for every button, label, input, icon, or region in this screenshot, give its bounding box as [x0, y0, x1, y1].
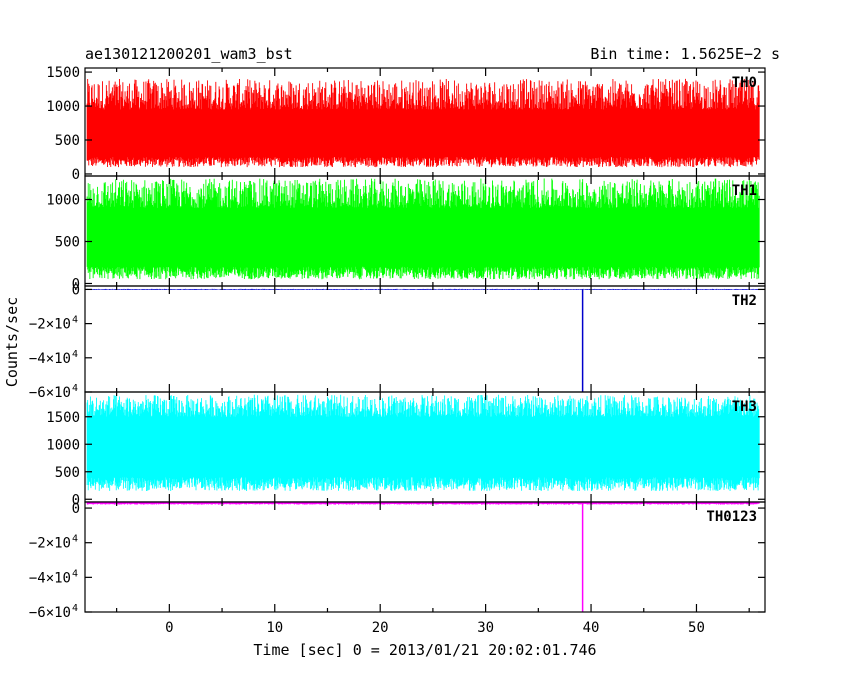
ytick-exp-th0123-2: 4	[72, 568, 78, 579]
chart-title-left: ae130121200201_wam3_bst	[85, 45, 293, 63]
xtick-label-4: 40	[583, 620, 600, 636]
ytick-label-th3-3: 1500	[46, 410, 80, 426]
panel-name-th2: TH2	[732, 293, 757, 309]
panel-frame-th2	[84, 285, 766, 393]
ytick-exp-th0123-1: 4	[72, 534, 78, 545]
panel-th0: 0 500 1000 1500 TH0	[46, 65, 766, 183]
ytick-label-th1-1: 500	[55, 234, 80, 250]
ytick-label-th0-3: 1500	[46, 65, 80, 81]
panel-name-th3: TH3	[732, 399, 757, 415]
series-th1	[86, 178, 760, 280]
ytick-label-th0123-0: 0	[72, 501, 80, 517]
ytick-label-th0123-2: −4×10	[29, 570, 71, 586]
ytick-label-th1-2: 1000	[46, 193, 80, 209]
xtick-label-0: 0	[165, 620, 173, 636]
ytick-exp-th0123-3: 4	[72, 603, 78, 614]
y-axis-label: Counts/sec	[3, 297, 21, 387]
ytick-label-th3-0: 0	[72, 492, 80, 508]
ytick-label-th2-3: −6×10	[29, 385, 71, 401]
ytick-label-th2-2: −4×10	[29, 351, 71, 367]
panel-name-th1: TH1	[732, 183, 757, 199]
series-th0	[86, 78, 760, 168]
panel-name-th0123: TH0123	[706, 509, 757, 525]
ytick-label-th2-1: −2×10	[29, 317, 71, 333]
ytick-exp-th2-2: 4	[72, 349, 78, 360]
ytick-label-th1-0: 0	[72, 276, 80, 292]
xtick-label-1: 10	[266, 620, 283, 636]
panel-name-th0: TH0	[732, 75, 757, 91]
x-axis-label: Time [sec] 0 = 2013/01/21 20:02:01.746	[253, 641, 596, 659]
ytick-label-th0-1: 500	[55, 133, 80, 149]
ytick-exp-th2-3: 4	[72, 383, 78, 394]
ytick-label-th0-2: 1000	[46, 99, 80, 115]
ytick-exp-th2-1: 4	[72, 315, 78, 326]
ytick-label-th2-0: 0	[72, 282, 80, 298]
series-th0123	[86, 502, 760, 505]
panel-frame-th0123	[84, 501, 766, 613]
panel-th1: 0 500 1000 TH1	[46, 175, 766, 292]
series-th3	[86, 394, 760, 491]
ytick-label-th0123-1: −2×10	[29, 536, 71, 552]
series-th2	[86, 288, 760, 290]
panel-th3: 0 500 1000 1500 TH3	[46, 391, 766, 508]
xtick-label-3: 30	[477, 620, 494, 636]
chart-title-right: Bin time: 1.5625E−2 s	[590, 45, 780, 63]
xtick-label-2: 20	[372, 620, 389, 636]
ytick-label-th3-1: 500	[55, 465, 80, 481]
ytick-label-th0-0: 0	[72, 167, 80, 183]
ytick-label-th0123-3: −6×10	[29, 605, 71, 621]
xtick-label-5: 50	[688, 620, 705, 636]
ytick-label-th3-2: 1000	[46, 437, 80, 453]
